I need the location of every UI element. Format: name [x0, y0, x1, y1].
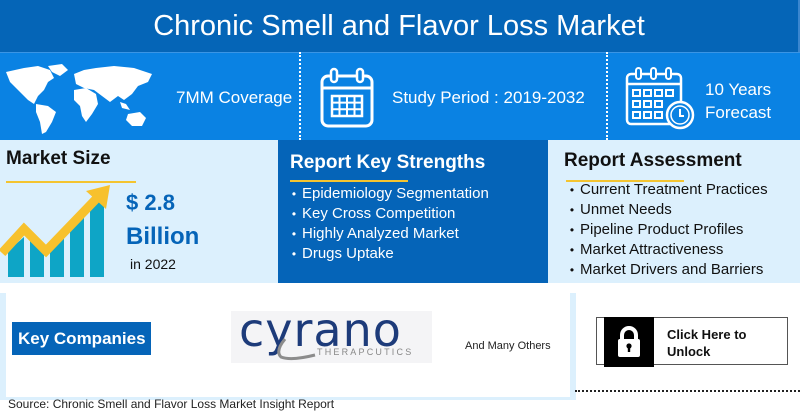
list-item: Pipeline Product Profiles	[564, 220, 768, 240]
list-item: Current Treatment Practices	[564, 180, 768, 200]
and-many-others: And Many Others	[465, 340, 551, 352]
market-size-year: in 2022	[130, 256, 176, 272]
lock-icon	[618, 326, 640, 357]
key-strengths-title: Report Key Strengths	[290, 152, 486, 173]
market-size-unit: Billion	[126, 223, 200, 250]
forecast-line2: Forecast	[705, 103, 772, 122]
list-item: Epidemiology Segmentation	[286, 184, 489, 204]
list-item: Drugs Uptake	[286, 244, 489, 264]
divider	[299, 52, 301, 140]
list-item: Highly Analyzed Market	[286, 224, 489, 244]
list-item: Market Drivers and Barriers	[564, 260, 768, 280]
unlock-button[interactable]: Click Here to Unlock	[596, 317, 788, 367]
list-item: Key Cross Competition	[286, 204, 489, 224]
unlock-line1: Click Here to	[667, 327, 747, 342]
list-item: Market Attractiveness	[564, 240, 768, 260]
logo-subtext: THERAPCUTICS	[317, 347, 414, 357]
calendar-clock-icon	[625, 67, 695, 130]
source-caption: Source: Chronic Smell and Flavor Loss Ma…	[8, 397, 335, 411]
forecast-label: 10 Years Forecast	[705, 78, 771, 124]
key-companies-label: Key Companies	[12, 322, 151, 355]
unlock-label: Click Here to Unlock	[667, 326, 746, 360]
market-size-title: Market Size	[6, 148, 111, 169]
report-assessment-list: Current Treatment Practices Unmet Needs …	[564, 180, 768, 280]
key-strengths-list: Epidemiology Segmentation Key Cross Comp…	[286, 184, 489, 264]
world-map-icon	[6, 64, 152, 134]
report-assessment-title: Report Assessment	[564, 150, 742, 171]
cyrano-logo: cyrano THERAPCUTICS	[231, 303, 432, 363]
key-companies-panel	[0, 293, 576, 400]
calendar-icon	[320, 67, 374, 128]
logo-wordmark: cyrano	[239, 303, 402, 357]
coverage-label: 7MM Coverage	[176, 88, 293, 107]
divider	[606, 52, 608, 140]
lock-icon-box	[604, 317, 654, 367]
key-strengths-card: Report Key Strengths Epidemiology Segmen…	[278, 140, 544, 283]
page-title: Chronic Smell and Flavor Loss Market	[0, 0, 800, 52]
market-size-card: Market Size $ 2.8 Billion in 2022	[0, 140, 278, 283]
title-underline	[6, 181, 136, 183]
forecast-line1: 10 Years	[705, 80, 772, 99]
unlock-line2: Unlock	[667, 344, 711, 359]
study-period-label: Study Period : 2019-2032	[392, 88, 585, 107]
list-item: Unmet Needs	[564, 200, 768, 220]
growth-chart-icon	[0, 185, 110, 277]
report-assessment-card: Report Assessment Current Treatment Prac…	[544, 140, 800, 283]
title-underline	[290, 180, 408, 182]
divider	[575, 390, 800, 392]
logo-nose-icon	[277, 338, 316, 361]
market-size-value: $ 2.8	[126, 190, 175, 215]
